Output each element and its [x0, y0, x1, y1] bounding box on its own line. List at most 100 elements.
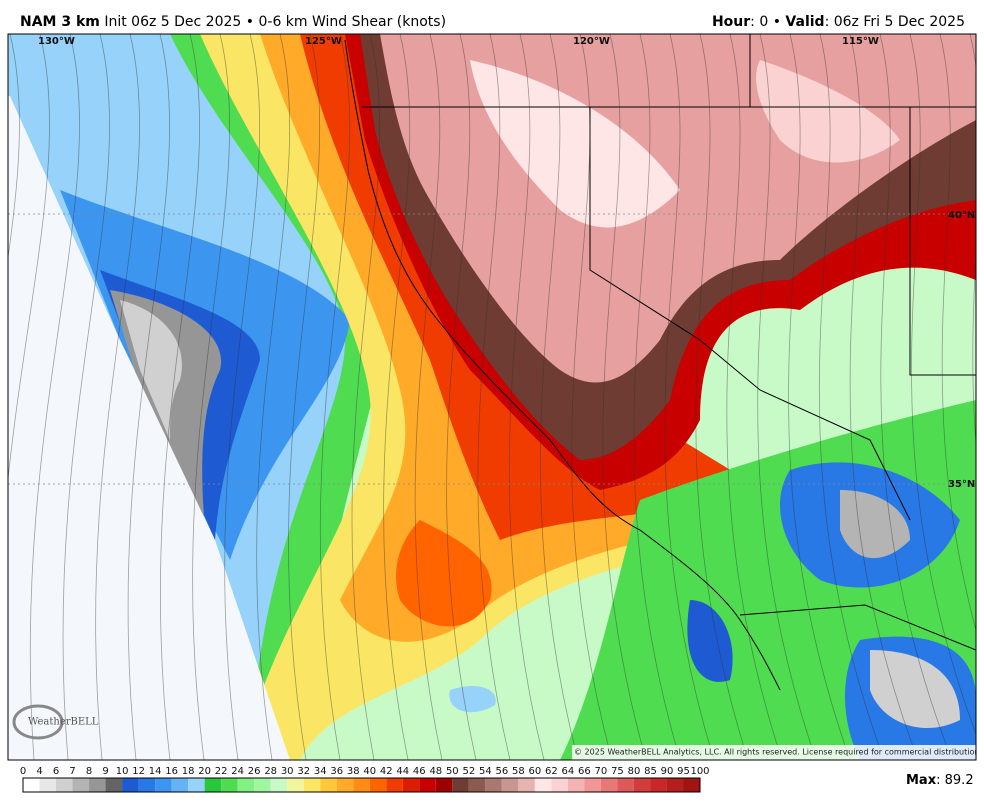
colorbar-label: 14	[149, 766, 162, 777]
field: 0-6 km Wind Shear (knots)	[258, 14, 446, 30]
colorbar-frame	[22, 777, 701, 793]
colorbar-label: 80	[628, 766, 641, 777]
copyright: © 2025 WeatherBELL Analytics, LLC. All r…	[574, 748, 982, 757]
map-frame	[7, 33, 977, 761]
colorbar-swatch	[23, 778, 40, 792]
colorbar-label: 16	[165, 766, 178, 777]
lon-label: 130°W	[38, 36, 75, 47]
colorbar-swatch	[617, 778, 634, 792]
colorbar-swatch	[369, 778, 387, 792]
colorbar-swatch	[600, 778, 618, 792]
colorbar-swatch	[105, 778, 123, 792]
colorbar-swatch	[353, 778, 370, 792]
colorbar-swatch	[72, 778, 90, 792]
colorbar-label: 54	[479, 766, 492, 777]
colorbar-label: 7	[69, 766, 75, 777]
colorbar-swatch	[336, 778, 354, 792]
colorbar-label: 48	[429, 766, 442, 777]
colorbar-swatch	[534, 778, 552, 792]
lat-label: 35°N	[948, 479, 975, 490]
colorbar-label: 85	[644, 766, 657, 777]
colorbar-swatch	[122, 778, 139, 792]
colorbar-label: 32	[297, 766, 310, 777]
colorbar-swatch	[89, 778, 106, 792]
colorbar-label: 34	[314, 766, 327, 777]
colorbar-swatch	[419, 778, 436, 792]
colorbar-label: 38	[347, 766, 360, 777]
colorbar-label: 56	[495, 766, 508, 777]
logo: WeatherBELL	[28, 717, 99, 728]
colorbar-label: 70	[595, 766, 608, 777]
colorbar-swatch	[650, 778, 667, 792]
colorbar-label: 46	[413, 766, 426, 777]
hour-value: : 0 •	[750, 14, 781, 30]
colorbar-swatch	[468, 778, 486, 792]
colorbar-swatch	[501, 778, 519, 792]
logo-mark	[12, 704, 64, 740]
colorbar-swatch	[683, 778, 700, 792]
colorbar-label: 42	[380, 766, 393, 777]
colorbar-label: 36	[330, 766, 343, 777]
colorbar-label: 58	[512, 766, 525, 777]
colorbar-label: 40	[363, 766, 376, 777]
colorbar-swatch	[567, 778, 585, 792]
colorbar-swatch	[320, 778, 337, 792]
colorbar-swatch	[518, 778, 535, 792]
colorbar-label: 0	[20, 766, 26, 777]
colorbar-label: 52	[462, 766, 475, 777]
colorbar-swatch	[485, 778, 502, 792]
colorbar-swatch	[402, 778, 420, 792]
colorbar-label: 64	[562, 766, 575, 777]
colorbar-label: 6	[53, 766, 59, 777]
colorbar-swatch	[138, 778, 156, 792]
colorbar-label: 8	[86, 766, 92, 777]
separator: •	[246, 14, 254, 30]
colorbar-swatch	[188, 778, 205, 792]
lon-label: 120°W	[573, 36, 610, 47]
colorbar-label: 4	[36, 766, 42, 777]
colorbar-label: 66	[578, 766, 591, 777]
colorbar-label: 95	[677, 766, 690, 777]
colorbar-label: 50	[446, 766, 459, 777]
colorbar-swatch	[386, 778, 403, 792]
hour-label: Hour	[712, 14, 750, 30]
valid-value: : 06z Fri 5 Dec 2025	[825, 14, 965, 30]
colorbar-label: 9	[102, 766, 108, 777]
valid-label: Valid	[785, 14, 824, 30]
colorbar: 0 4 6 7 8 9 10 12 14 16 18 20 22 24 26 28 30 32 34 36 38 40 42…	[20, 766, 710, 793]
colorbar-swatch	[666, 778, 684, 792]
colorbar-label: 26	[248, 766, 261, 777]
colorbar-swatch	[204, 778, 222, 792]
colorbar-swatch	[452, 778, 469, 792]
colorbar-label: 60	[529, 766, 542, 777]
lon-label: 125°W	[305, 36, 342, 47]
colorbar-swatch	[287, 778, 304, 792]
colorbar-swatch	[584, 778, 601, 792]
map: 130°W 125°W 120°W 115°W 40°N 35°N Weathe…	[8, 34, 982, 760]
colorbar-swatch	[254, 778, 271, 792]
header-right: Hour: 0 • Valid: 06z Fri 5 Dec 2025	[712, 14, 965, 30]
colorbar-swatch	[633, 778, 651, 792]
colorbar-label: 10	[116, 766, 129, 777]
colorbar-label: 20	[198, 766, 211, 777]
colorbar-swatch	[270, 778, 288, 792]
colorbar-swatch	[303, 778, 321, 792]
model: NAM 3 km	[20, 14, 100, 30]
colorbar-label: 100	[690, 766, 709, 777]
colorbar-swatch	[221, 778, 238, 792]
colorbar-swatch	[56, 778, 73, 792]
colorbar-label: 30	[281, 766, 294, 777]
colorbar-swatch	[237, 778, 255, 792]
colorbar-swatch	[171, 778, 189, 792]
header-left: NAM 3 km Init 06z 5 Dec 2025 • 0-6 km Wi…	[20, 14, 446, 30]
colorbar-label: 75	[611, 766, 624, 777]
lon-label: 115°W	[842, 36, 879, 47]
colorbar-label: 90	[661, 766, 674, 777]
colorbar-label: 12	[132, 766, 145, 777]
max-label: Max	[906, 773, 937, 788]
colorbar-swatch	[39, 778, 57, 792]
colorbar-label: 62	[545, 766, 558, 777]
lat-label: 40°N	[948, 210, 975, 221]
colorbar-swatch	[155, 778, 172, 792]
